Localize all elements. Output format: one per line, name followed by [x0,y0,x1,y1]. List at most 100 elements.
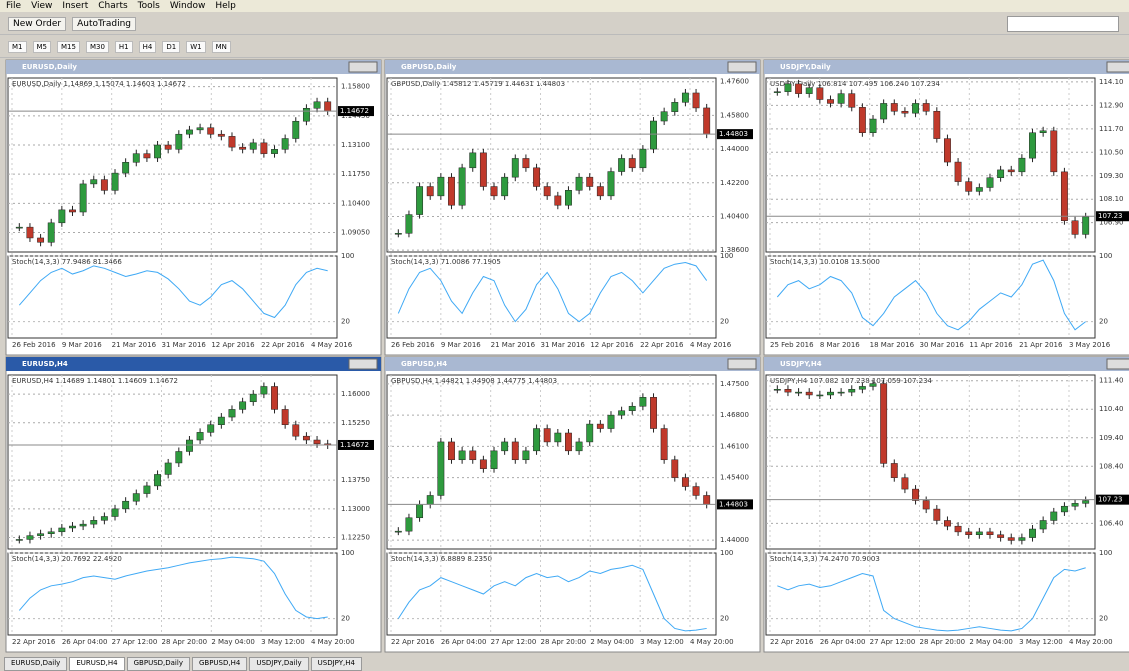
candle [469,450,477,461]
x-tick-label: 2 May 04:00 [590,638,634,646]
chart-tab[interactable]: USDJPY,H4 [310,657,362,671]
chart-window [5,59,382,356]
menu-item[interactable]: Help [215,1,236,11]
search-box[interactable] [1007,16,1119,32]
candle [69,209,76,213]
candle [426,186,434,197]
candle [143,485,151,494]
timeframe-button[interactable]: H1 [114,40,133,53]
current-price-box [717,499,753,510]
osc-frame [765,255,1096,339]
candle [1082,500,1090,504]
x-tick-label: 4 May 2016 [690,341,732,349]
candle [869,118,877,133]
y-tick-label: 108.10 [1099,195,1124,203]
timeframe-button[interactable]: MN [211,40,231,53]
candle [37,533,45,536]
timeframe-button[interactable]: D1 [162,40,181,53]
candle [271,386,278,410]
candle [448,441,455,461]
y-tick-label: 1.13750 [341,476,370,484]
osc-label: Stoch(14,3,3) 20.7692 22.4920 [12,555,122,563]
timeframe-button[interactable]: M5 [32,40,51,53]
candle [100,516,108,521]
candle [122,162,130,174]
toolbar: New Order AutoTrading [0,13,1129,35]
osc-label: Stoch(14,3,3) 10.0108 13.5000 [770,258,880,266]
timeframe-button[interactable]: H4 [138,40,157,53]
candle [100,179,108,191]
plot-frame [386,77,717,253]
candle [596,423,604,429]
y-tick-label: 100 [341,252,354,260]
candle [207,424,215,433]
candle [533,428,540,452]
candle [1050,130,1058,173]
toolbar-button[interactable]: New Order [8,16,67,31]
timeframe-button[interactable]: W1 [186,40,206,53]
candle [1039,130,1047,133]
candle [858,107,866,133]
osc-label: Stoch(14,3,3) 74.2470 70.9003 [770,555,880,563]
y-tick-label: 1.47500 [720,380,749,388]
candle [111,172,119,191]
x-tick-label: 22 Apr 2016 [391,638,435,646]
candle [890,103,898,112]
window-title: USDJPY,Daily [780,63,831,71]
x-tick-label: 21 Mar 2016 [112,341,157,349]
candle [281,138,289,150]
candle [458,167,466,206]
candle [997,534,1005,538]
candle [703,495,711,505]
candle [543,428,551,443]
y-tick-label: 1.45400 [720,474,749,482]
candle [90,520,98,525]
chart-tab[interactable]: GBPUSD,H4 [191,657,248,671]
timeframe-button[interactable]: M30 [85,40,109,53]
menu-item[interactable]: Tools [137,1,160,11]
candle [394,530,402,533]
timeframe-button[interactable]: M15 [57,40,80,53]
chart-tab[interactable]: GBPUSD,Daily [126,657,190,671]
menu-item[interactable]: Insert [62,1,89,11]
chart-tab[interactable]: USDJPY,Daily [249,657,309,671]
stochastic-line [18,265,328,319]
chart-info: USDJPY,Daily 106.814 107.495 106.240 107… [770,80,941,88]
x-tick-label: 28 Apr 20:00 [162,638,208,646]
chart-info: EURUSD,Daily 1.14869 1.15074 1.14603 1.1… [12,80,186,88]
menu-item[interactable]: Charts [98,1,128,11]
candle [575,176,583,191]
x-tick-label: 30 Mar 2016 [920,341,965,349]
candle [501,441,509,452]
candle [954,525,962,533]
menu-item[interactable]: View [31,1,53,11]
candle [795,391,803,394]
candle [143,153,151,159]
chart-window [763,356,1129,653]
timeframe-button[interactable]: M1 [8,40,27,53]
y-tick-label: 1.15250 [341,419,370,427]
candle [880,103,888,120]
candle [933,508,941,521]
y-tick-label: 111.70 [1099,125,1124,133]
chart-tab[interactable]: EURUSD,Daily [4,657,68,671]
y-tick-label: 1.13100 [341,141,370,149]
y-tick-label: 1.42200 [720,179,749,187]
menu-item[interactable]: Window [169,1,206,11]
window-buttons [1106,358,1129,370]
toolbar-button[interactable]: AutoTrading [72,16,136,31]
window-title: GBPUSD,H4 [401,360,447,368]
candle [1029,132,1036,159]
candle [79,523,87,527]
plot-frame [7,374,338,550]
candle [79,183,87,213]
x-tick-label: 12 Apr 2016 [211,341,255,349]
chart-tab[interactable]: EURUSD,H4 [69,657,125,671]
candle [1082,216,1090,235]
candle [912,488,919,501]
candle [639,148,647,169]
y-tick-label: 100 [1099,549,1112,557]
menu-item[interactable]: File [6,1,22,11]
candle [805,87,813,94]
